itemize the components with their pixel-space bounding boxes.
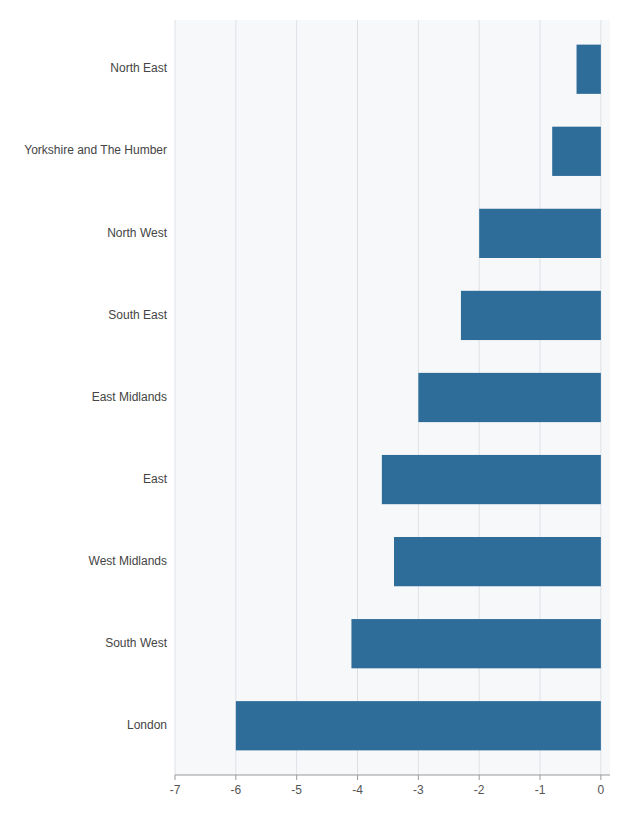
category-label: North West <box>107 226 167 240</box>
bar <box>351 619 600 668</box>
grid-line <box>296 20 297 775</box>
category-label: Yorkshire and The Humber <box>24 143 167 157</box>
y-axis: London South West West Midlands East East Mi… <box>24 61 167 732</box>
bar <box>552 127 601 176</box>
tick-mark <box>540 775 541 780</box>
grid <box>175 20 601 775</box>
grid-line <box>175 20 176 775</box>
tick-label: -1 <box>535 783 546 797</box>
bar <box>461 291 601 340</box>
bars <box>236 45 601 751</box>
plot-background <box>175 20 610 775</box>
grid-line <box>235 20 236 775</box>
bar <box>479 209 601 258</box>
bar <box>394 537 601 586</box>
bar <box>382 455 601 504</box>
category-label: South East <box>108 308 167 322</box>
category-label: London <box>127 718 167 732</box>
tick-mark <box>357 775 358 780</box>
tick-label: -2 <box>474 783 485 797</box>
x-axis-line <box>175 775 610 776</box>
tick-label: -6 <box>231 783 242 797</box>
x-axis: -7 -6 -5 -4 -3 -2 -1 0 <box>170 775 610 797</box>
tick-label: -3 <box>413 783 424 797</box>
tick-label: -7 <box>170 783 181 797</box>
bar <box>418 373 601 422</box>
chart: -7 -6 -5 -4 -3 -2 -1 0 London South West West Midl… <box>0 0 634 819</box>
tick-mark <box>418 775 419 780</box>
tick-label: -4 <box>352 783 363 797</box>
tick-label: -5 <box>291 783 302 797</box>
bar <box>577 45 601 94</box>
category-label: East Midlands <box>92 390 167 404</box>
tick-mark <box>296 775 297 780</box>
category-label: West Midlands <box>89 554 167 568</box>
category-label: North East <box>110 61 167 75</box>
tick-mark <box>600 775 601 780</box>
chart-container: -7 -6 -5 -4 -3 -2 -1 0 London South West West Midl… <box>0 0 634 819</box>
tick-mark <box>479 775 480 780</box>
tick-mark <box>175 775 176 780</box>
tick-mark <box>235 775 236 780</box>
bar <box>236 701 601 750</box>
tick-label: 0 <box>598 783 605 797</box>
category-label: East <box>143 472 168 486</box>
category-label: South West <box>105 636 167 650</box>
